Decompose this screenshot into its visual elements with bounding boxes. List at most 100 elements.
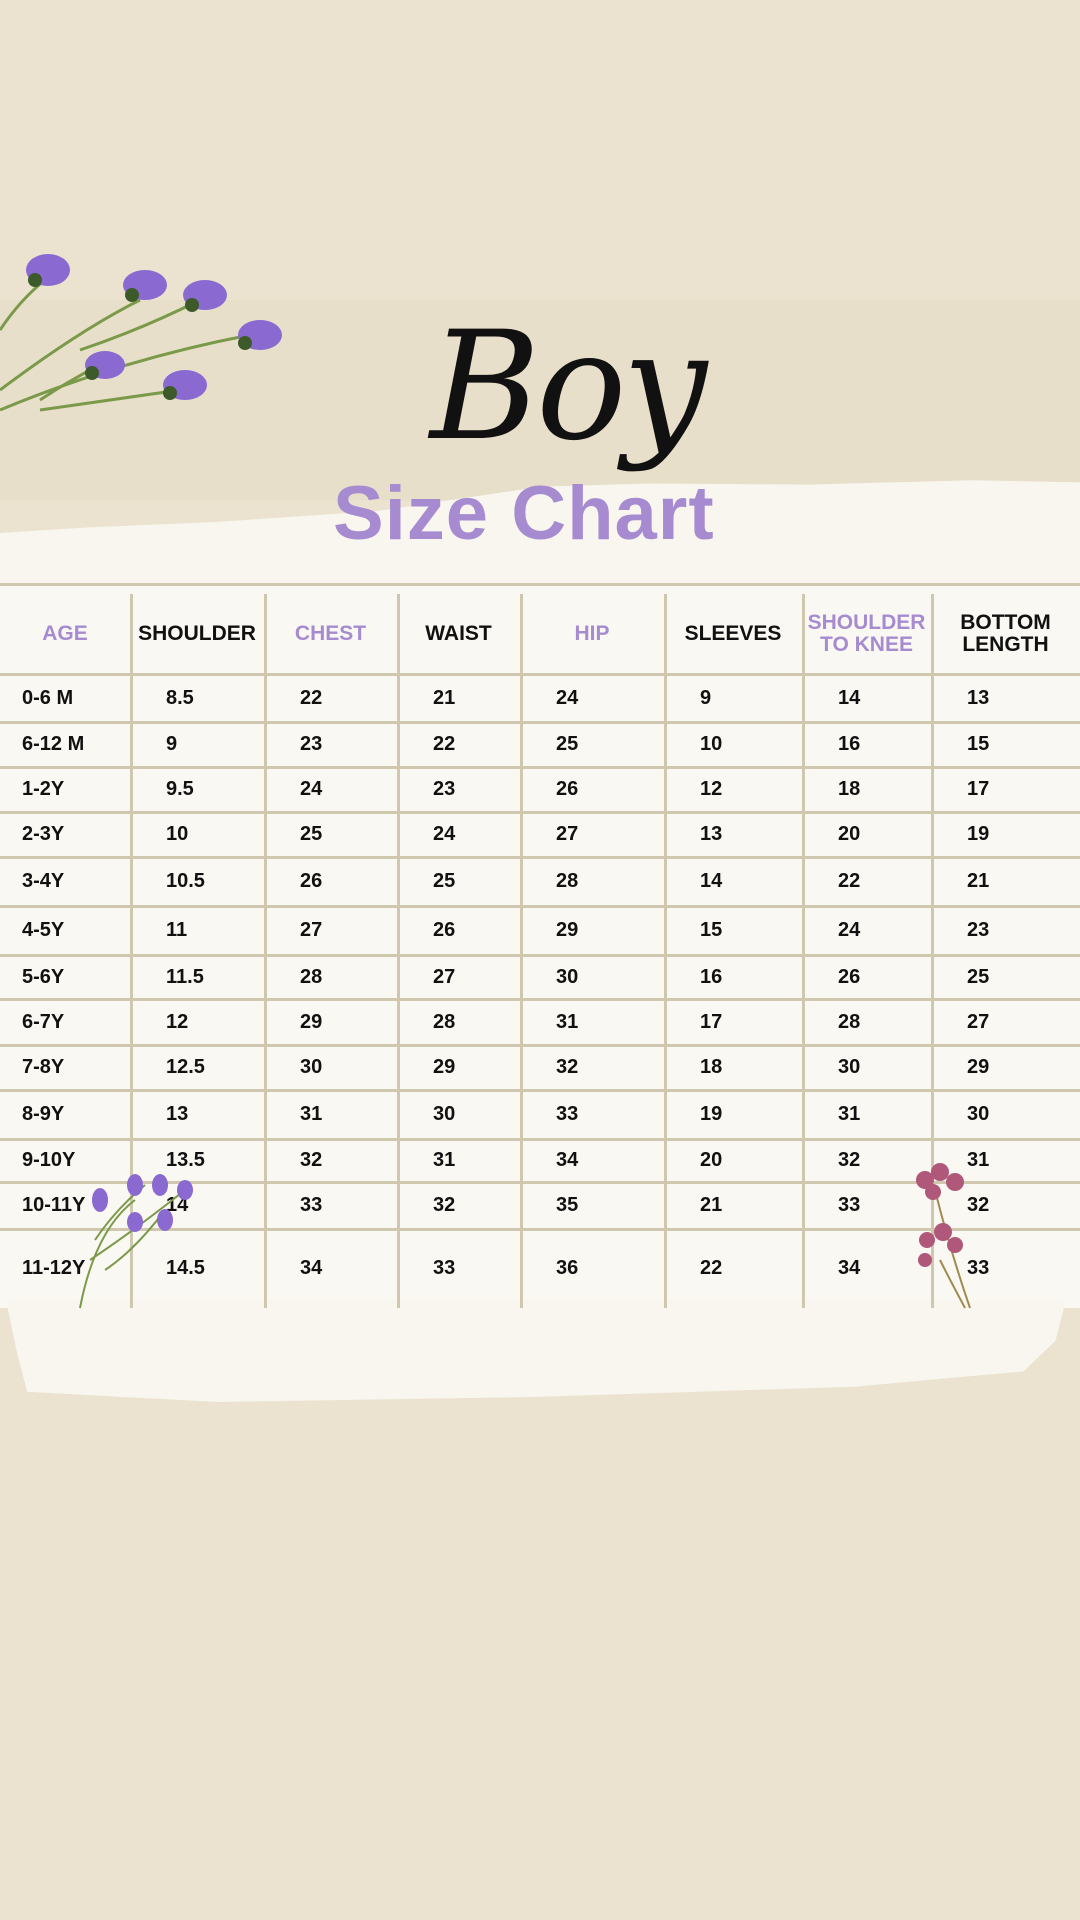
measurement-cell: 12.5 — [166, 1056, 205, 1078]
column-divider — [397, 594, 400, 1308]
measurement-cell: 27 — [967, 1010, 990, 1033]
row-divider — [0, 954, 1080, 957]
column-divider — [664, 594, 667, 1308]
measurement-cell: 18 — [838, 778, 861, 800]
row-divider — [0, 1044, 1080, 1047]
column-divider — [264, 594, 267, 1308]
measurement-cell: 28 — [433, 1010, 456, 1033]
purple-flower-icon — [0, 254, 282, 412]
measurement-cell: 22 — [700, 1257, 723, 1279]
measurement-cell: 29 — [433, 1056, 456, 1078]
measurement-cell: 28 — [300, 965, 323, 988]
age-cell: 4-5Y — [22, 919, 65, 941]
measurement-cell: 9 — [166, 733, 178, 755]
measurement-cell: 26 — [838, 965, 861, 988]
column-header: WAIST — [425, 621, 492, 645]
age-cell: 10-11Y — [22, 1194, 86, 1216]
measurement-cell: 10 — [700, 733, 723, 755]
measurement-cell: 20 — [700, 1149, 723, 1171]
measurement-cell: 27 — [300, 919, 323, 941]
measurement-cell: 25 — [433, 870, 456, 892]
age-cell: 2-3Y — [22, 823, 65, 845]
measurement-cell: 8.5 — [166, 686, 194, 709]
title-script: Boy — [430, 300, 707, 474]
measurement-cell: 20 — [838, 823, 861, 845]
age-cell: 8-9Y — [22, 1103, 65, 1125]
measurement-cell: 19 — [967, 823, 990, 845]
column-header: HIP — [574, 621, 610, 645]
measurement-cell: 35 — [556, 1194, 579, 1216]
row-divider — [0, 1138, 1080, 1141]
measurement-cell: 32 — [556, 1056, 579, 1078]
measurement-cell: 30 — [967, 1103, 990, 1125]
row-divider — [0, 811, 1080, 814]
measurement-cell: 22 — [838, 870, 861, 892]
age-cell: 5-6Y — [22, 965, 65, 988]
pink-flower-icon — [916, 1163, 971, 1309]
measurement-cell: 14 — [838, 686, 861, 709]
measurement-cell: 33 — [300, 1194, 323, 1216]
measurement-cell: 11 — [166, 919, 188, 941]
measurement-cell: 29 — [556, 919, 579, 941]
row-divider — [0, 1228, 1080, 1231]
measurement-cell: 32 — [838, 1149, 861, 1171]
measurement-cell: 10 — [166, 823, 189, 845]
measurement-cell: 29 — [300, 1010, 323, 1033]
measurement-cell: 24 — [300, 778, 323, 800]
age-cell: 9-10Y — [22, 1149, 76, 1171]
measurement-cell: 22 — [300, 686, 323, 709]
column-divider — [520, 594, 523, 1308]
background-paper-band — [0, 300, 1080, 500]
age-cell: 0-6 M — [22, 686, 74, 709]
column-header: SHOULDER TO KNEE — [807, 610, 926, 656]
measurement-cell: 32 — [967, 1194, 990, 1216]
measurement-cell: 17 — [700, 1010, 723, 1033]
row-divider — [0, 1089, 1080, 1092]
measurement-cell: 33 — [556, 1103, 579, 1125]
measurement-cell: 31 — [556, 1010, 579, 1033]
table-top-border — [0, 583, 1080, 586]
measurement-cell: 23 — [300, 733, 323, 755]
age-cell: 11-12Y — [22, 1257, 86, 1279]
row-divider — [0, 673, 1080, 676]
age-cell: 3-4Y — [22, 870, 65, 892]
measurement-cell: 28 — [838, 1010, 861, 1033]
measurement-cell: 16 — [838, 733, 861, 755]
column-divider — [802, 594, 805, 1308]
age-cell: 6-7Y — [22, 1010, 65, 1033]
measurement-cell: 24 — [433, 823, 456, 845]
row-divider — [0, 1181, 1080, 1184]
measurement-cell: 15 — [700, 919, 723, 941]
measurement-cell: 34 — [838, 1257, 861, 1279]
age-cell: 7-8Y — [22, 1056, 65, 1078]
page-title: Size Chart — [333, 471, 715, 556]
measurement-cell: 30 — [838, 1056, 861, 1078]
column-divider — [931, 594, 934, 1308]
measurement-cell: 11.5 — [166, 965, 204, 988]
measurement-cell: 32 — [300, 1149, 323, 1171]
measurement-cell: 13 — [166, 1103, 189, 1125]
column-header: AGE — [42, 621, 88, 645]
measurement-cell: 31 — [838, 1103, 861, 1125]
row-divider — [0, 856, 1080, 859]
column-header: BOTTOM LENGTH — [960, 610, 1051, 656]
measurement-cell: 12 — [166, 1010, 189, 1033]
torn-paper-bottom — [6, 1300, 1066, 1402]
measurement-cell: 36 — [556, 1257, 579, 1279]
measurement-cell: 30 — [300, 1056, 323, 1078]
measurement-cell: 31 — [300, 1103, 323, 1125]
measurement-cell: 14 — [700, 870, 723, 892]
measurement-cell: 33 — [967, 1257, 990, 1279]
measurement-cell: 24 — [838, 919, 861, 941]
measurement-cell: 31 — [967, 1149, 990, 1171]
row-divider — [0, 766, 1080, 769]
measurement-cell: 16 — [700, 965, 723, 988]
measurement-cell: 25 — [300, 823, 323, 845]
measurement-cell: 26 — [556, 778, 579, 800]
measurement-cell: 25 — [967, 965, 990, 988]
measurement-cell: 32 — [433, 1194, 456, 1216]
column-divider — [130, 594, 133, 1308]
measurement-cell: 12 — [700, 778, 723, 800]
measurement-cell: 30 — [433, 1103, 456, 1125]
measurement-cell: 26 — [300, 870, 323, 892]
